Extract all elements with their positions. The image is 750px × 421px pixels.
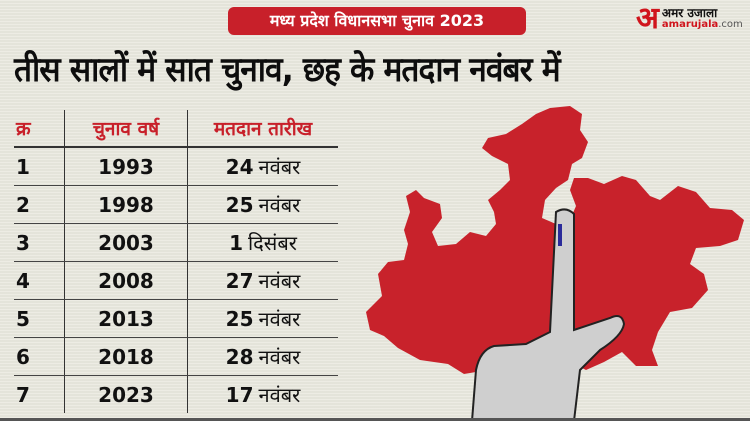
- table-header-row: क्र चुनाव वर्ष मतदान तारीख: [14, 110, 338, 148]
- cell-sno: 3: [16, 230, 30, 255]
- cell-sno: 7: [16, 382, 30, 407]
- cell-date: 28 नवंबर: [188, 343, 338, 370]
- date-day: 27: [225, 268, 254, 293]
- cell-year: 2003: [64, 224, 188, 261]
- table-row: 7 2023 17 नवंबर: [14, 376, 338, 413]
- cell-sno: 1: [16, 154, 30, 179]
- date-month: नवंबर: [258, 307, 301, 331]
- logo-name-hindi: अमर उजाला: [661, 6, 718, 20]
- table-row: 5 2013 25 नवंबर: [14, 300, 338, 338]
- date-month: दिसंबर: [248, 231, 297, 255]
- madhya-pradesh-map-illustration: [366, 106, 744, 421]
- logo-domain: amarujala.com: [662, 19, 743, 31]
- cell-year: 1993: [64, 148, 188, 185]
- date-day: 25: [225, 306, 254, 331]
- date-day: 17: [225, 382, 254, 407]
- cell-date: 25 नवंबर: [188, 191, 338, 218]
- table-row: 4 2008 27 नवंबर: [14, 262, 338, 300]
- date-month: नवंबर: [258, 193, 301, 217]
- election-dates-table: क्र चुनाव वर्ष मतदान तारीख 1 1993 24 नवंब…: [14, 110, 338, 413]
- date-month: नवंबर: [258, 345, 301, 369]
- ink-mark: [558, 224, 562, 246]
- cell-year: 2023: [64, 376, 188, 413]
- amarujala-logo[interactable]: अ अमर उजाला amarujala.com: [636, 2, 743, 36]
- cell-date: 25 नवंबर: [188, 305, 338, 332]
- cell-date: 27 नवंबर: [188, 267, 338, 294]
- cell-year: 2013: [64, 300, 188, 337]
- cell-sno: 2: [16, 192, 30, 217]
- date-day: 24: [225, 154, 254, 179]
- cell-date: 24 नवंबर: [188, 153, 338, 180]
- logo-domain-tld: .com: [718, 19, 743, 30]
- hand-shape: [470, 208, 626, 421]
- date-day: 28: [225, 344, 254, 369]
- bottom-rule: [0, 418, 750, 421]
- headline: तीस सालों में सात चुनाव, छह के मतदान नवं…: [14, 50, 561, 90]
- cell-sno: 6: [16, 344, 30, 369]
- logo-domain-name: amarujala: [661, 19, 719, 30]
- table-row: 3 2003 1 दिसंबर: [14, 224, 338, 262]
- column-header-year: चुनाव वर्ष: [64, 110, 188, 146]
- date-day: 25: [225, 192, 254, 217]
- table-row: 2 1998 25 नवंबर: [14, 186, 338, 224]
- date-day: 1: [229, 230, 243, 255]
- date-month: नवंबर: [258, 383, 301, 407]
- cell-year: 2008: [64, 262, 188, 299]
- cell-date: 1 दिसंबर: [188, 229, 338, 256]
- column-header-sno: क्र: [16, 118, 31, 140]
- table-row: 1 1993 24 नवंबर: [14, 148, 338, 186]
- cell-year: 1998: [64, 186, 188, 223]
- title-badge: मध्य प्रदेश विधानसभा चुनाव 2023: [228, 7, 526, 35]
- date-month: नवंबर: [258, 269, 301, 293]
- logo-mark-icon: अ: [636, 1, 659, 36]
- cell-year: 2018: [64, 338, 188, 375]
- cell-date: 17 नवंबर: [188, 381, 338, 408]
- table-row: 6 2018 28 नवंबर: [14, 338, 338, 376]
- column-header-date: मतदान तारीख: [213, 118, 313, 140]
- date-month: नवंबर: [258, 155, 301, 179]
- cell-sno: 4: [16, 268, 30, 293]
- cell-sno: 5: [16, 306, 30, 331]
